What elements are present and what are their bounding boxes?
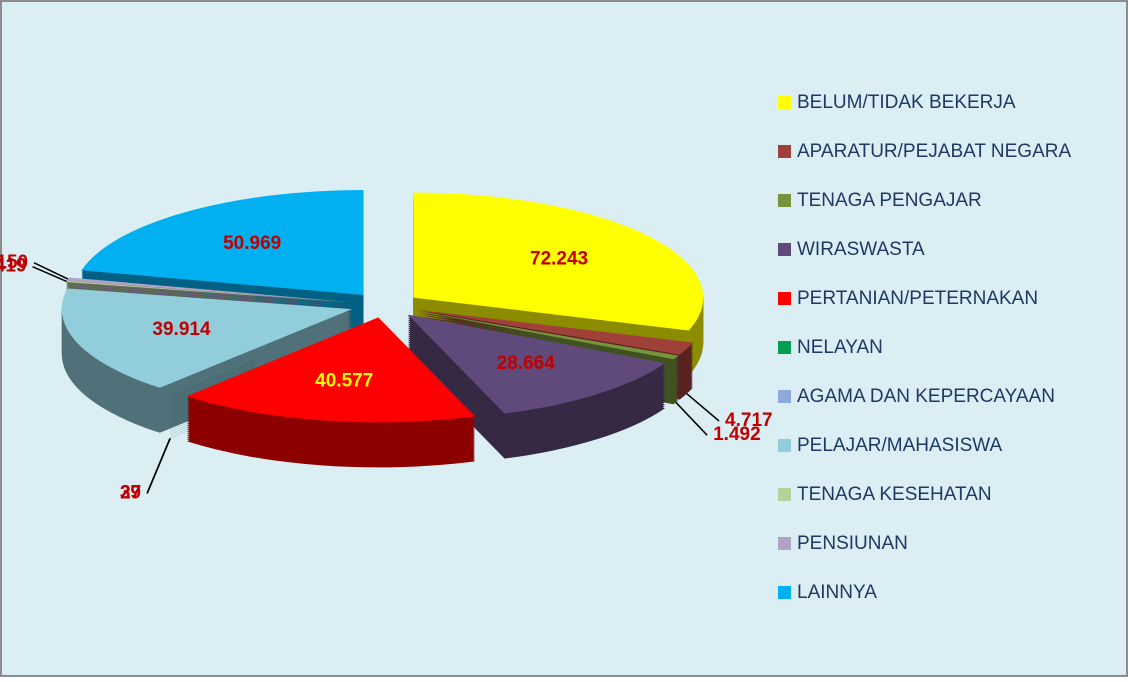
slice [67, 277, 351, 303]
slice-side [169, 315, 362, 395]
leader-line [146, 437, 171, 494]
leader-line [686, 393, 720, 422]
leader-line [33, 262, 69, 280]
slice [170, 314, 362, 394]
legend-label: TENAGA PENGAJAR [797, 190, 982, 211]
data-label: 39 [120, 482, 141, 503]
legend-label: APARATUR/PEJABAT NEGARA [797, 141, 1071, 162]
slice [413, 192, 704, 331]
slice [407, 314, 665, 414]
legend-swatch [778, 341, 791, 354]
data-label: 39.914 [152, 319, 211, 340]
legend-swatch [778, 390, 791, 403]
legend-swatch [778, 586, 791, 599]
slice-side [169, 321, 362, 401]
slice-side [169, 323, 362, 403]
slice-side [169, 319, 362, 399]
legend-label: PENSIUNAN [797, 533, 908, 554]
slice [416, 310, 679, 360]
data-label: 27 [120, 482, 141, 503]
legend-label: WIRASWASTA [797, 239, 925, 260]
legend-label: AGAMA DAN KEPERCAYAAN [797, 386, 1055, 407]
data-label: 28.664 [497, 353, 556, 374]
legend-swatch [778, 439, 791, 452]
slice-side [170, 315, 362, 395]
legend-label: LAINNYA [797, 582, 877, 603]
legend-swatch [778, 194, 791, 207]
legend-label: BELUM/TIDAK BEKERJA [797, 92, 1016, 113]
slice-side [416, 313, 679, 363]
data-label: 72.243 [530, 248, 588, 269]
slice [61, 288, 352, 388]
legend-label: TENAGA KESEHATAN [797, 484, 992, 505]
slice [169, 314, 362, 394]
legend-swatch [778, 145, 791, 158]
slice-side [66, 281, 351, 304]
data-label: 40.577 [315, 370, 373, 391]
legend-swatch [778, 292, 791, 305]
slice [66, 280, 351, 303]
slice-side [66, 283, 351, 306]
data-label: 419 [0, 256, 27, 277]
legend-label: NELAYAN [797, 337, 883, 358]
data-label: 1.492 [713, 424, 761, 445]
legend-swatch [778, 488, 791, 501]
leader-line [675, 401, 708, 436]
slice-side [416, 311, 679, 361]
slice [81, 189, 364, 295]
legend-label: PELAJAR/MAHASISWA [797, 435, 1003, 456]
slice-side [416, 315, 679, 365]
slice-side [66, 285, 351, 308]
data-label: 4.717 [725, 410, 773, 431]
legend-label: PERTANIAN/PETERNAKAN [797, 288, 1038, 309]
legend-swatch [778, 96, 791, 109]
slice-side [170, 319, 362, 399]
slice-side [170, 323, 362, 403]
leader-line [32, 265, 67, 283]
data-label: 1.150 [0, 252, 28, 273]
slice-side [170, 321, 362, 401]
slice [417, 309, 693, 355]
slice-side [170, 317, 362, 397]
slice-side [169, 317, 362, 397]
slice [186, 317, 476, 423]
legend-swatch [778, 537, 791, 550]
legend-swatch [778, 243, 791, 256]
data-label: 50.969 [223, 233, 281, 254]
